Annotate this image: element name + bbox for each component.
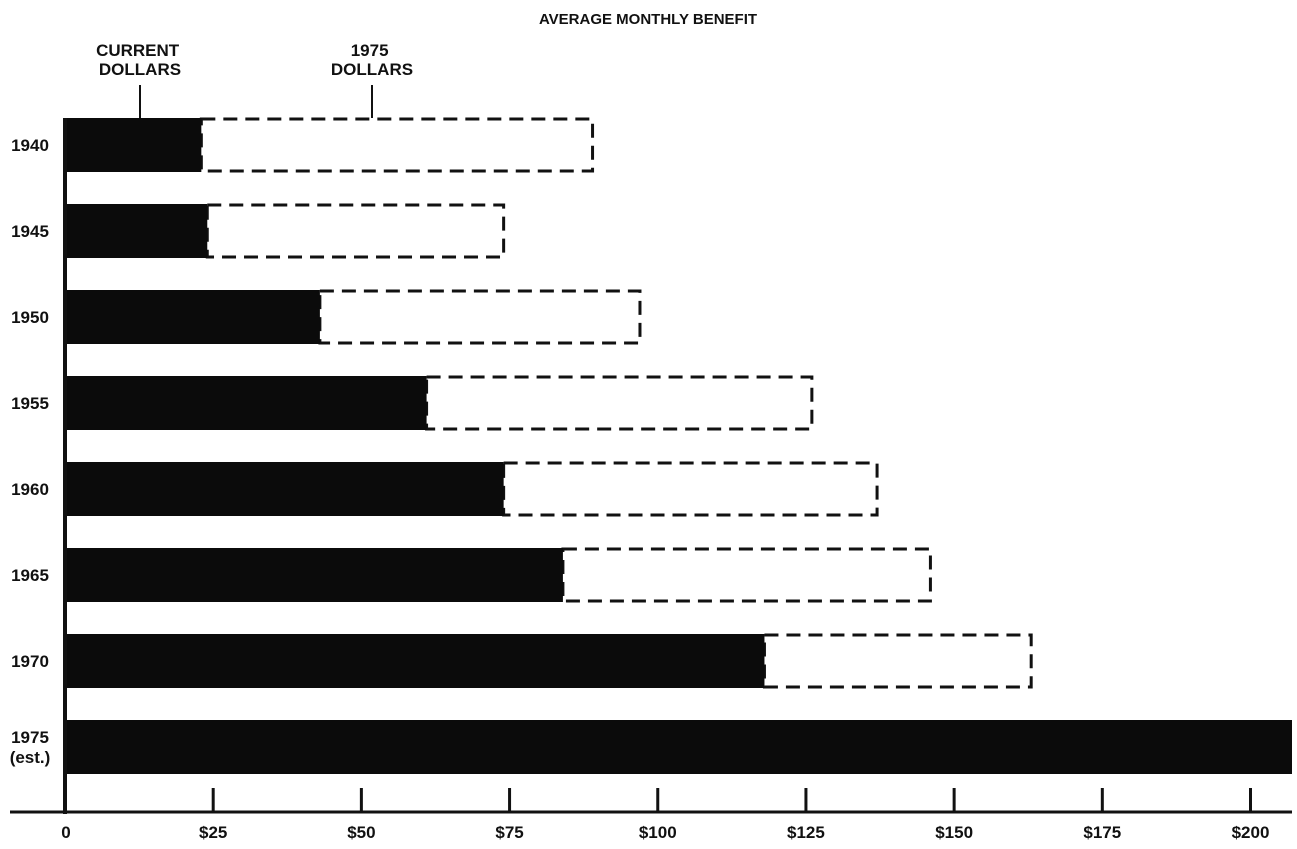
legend-label-current-dollars: CURRENT DOLLARS — [96, 41, 184, 79]
bar-1975-dollars-1965 — [561, 547, 932, 603]
bar-1975-dollars-1955 — [425, 375, 814, 431]
category-label-1975est: 1975 (est.) — [10, 728, 51, 767]
bar-1975-dollars-1950 — [318, 289, 642, 345]
category-label-1955: 1955 — [11, 394, 49, 413]
x-tick-label-75: $75 — [495, 823, 523, 842]
x-tick-label-175: $175 — [1083, 823, 1121, 842]
x-tick-label-25: $25 — [199, 823, 227, 842]
legend: CURRENT DOLLARS 1975 DOLLARS — [96, 41, 413, 118]
bar-1975-dollars-1945 — [205, 203, 506, 259]
category-label-1950: 1950 — [11, 308, 49, 327]
bar-current-dollars-1945 — [65, 204, 208, 258]
bar-current-dollars-1955 — [65, 376, 427, 430]
bar-1975-dollars-1970 — [762, 633, 1033, 689]
category-label-1965: 1965 — [11, 566, 49, 585]
x-tick-label-125: $125 — [787, 823, 825, 842]
legend-label-1975-dollars: 1975 DOLLARS — [331, 41, 413, 79]
x-tick-label-0: 0 — [61, 823, 70, 842]
category-label-1940: 1940 — [11, 136, 49, 155]
bar-current-dollars-1975est — [65, 720, 1292, 774]
category-labels: 1940 1945 1950 1955 1960 1965 1970 1975 (est.) — [10, 136, 51, 767]
bar-current-dollars-1965 — [65, 548, 563, 602]
x-tick-label-200: $200 — [1232, 823, 1270, 842]
bar-current-dollars-1940 — [65, 118, 202, 172]
x-tick-label-50: $50 — [347, 823, 375, 842]
category-label-1970: 1970 — [11, 652, 49, 671]
bar-current-dollars-1950 — [65, 290, 320, 344]
x-tick-label-150: $150 — [935, 823, 973, 842]
bar-1975-dollars-1940 — [199, 117, 595, 173]
x-tick-label-100: $100 — [639, 823, 677, 842]
chart-title: AVERAGE MONTHLY BENEFIT — [539, 11, 757, 28]
bar-current-dollars-1970 — [65, 634, 765, 688]
x-axis-ticks: 0 $25 $50 $75 $100 $125 $150 $175 $200 — [61, 788, 1269, 842]
category-label-1960: 1960 — [11, 480, 49, 499]
bars-group — [65, 117, 1292, 774]
category-label-1945: 1945 — [11, 222, 49, 241]
bar-current-dollars-1960 — [65, 462, 504, 516]
bar-1975-dollars-1960 — [502, 461, 879, 517]
